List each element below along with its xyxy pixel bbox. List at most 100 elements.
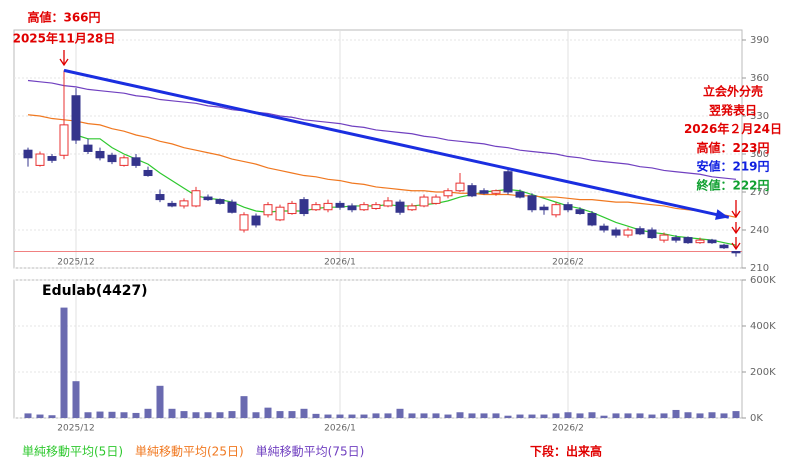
- x-tick-label: 2026/2: [552, 424, 584, 434]
- y-tick-label: 390: [750, 35, 769, 46]
- candle-body: [719, 244, 729, 249]
- candle-body: [227, 201, 237, 213]
- volume-bar: [288, 411, 296, 418]
- volume-bar: [84, 412, 92, 418]
- candle-body: [395, 201, 405, 213]
- volume-bar: [648, 414, 656, 418]
- x-tick-label: 2026/1: [324, 258, 356, 268]
- volume-bar: [624, 413, 632, 418]
- candle-body: [239, 214, 249, 231]
- candle-body: [479, 190, 489, 194]
- annotation-arrow: [731, 222, 741, 235]
- volume-bar: [660, 413, 668, 418]
- annotation: 2026年２月24日: [684, 121, 782, 136]
- volume-bar: [276, 411, 284, 418]
- candle-body: [491, 190, 501, 194]
- volume-bar: [696, 413, 704, 418]
- volume-bar: [156, 385, 164, 418]
- volume-bar: [516, 414, 524, 418]
- candle-body: [323, 202, 333, 211]
- candle-body: [203, 196, 213, 201]
- annotation: 高値：223円: [696, 140, 769, 155]
- volume-bar: [504, 415, 512, 418]
- candle-body: [659, 234, 669, 241]
- volume-bar: [408, 413, 416, 418]
- candle-body: [95, 150, 105, 159]
- volume-bar: [240, 396, 248, 418]
- volume-bar: [492, 413, 500, 418]
- annotation-arrow: [731, 237, 741, 251]
- candle-body: [347, 205, 357, 211]
- volume-bar: [336, 414, 344, 418]
- candle-body: [251, 215, 261, 226]
- volume-bar: [588, 412, 596, 418]
- candle-body: [299, 199, 309, 215]
- candle-body: [155, 194, 165, 201]
- candle-body: [131, 157, 141, 166]
- volume-bar: [312, 413, 320, 418]
- stock-name: Edulab(4427): [42, 283, 148, 299]
- candle-body: [623, 229, 633, 236]
- volume-bar: [396, 408, 404, 418]
- candle-body: [503, 171, 513, 193]
- legend-entry: 単純移動平均(25日): [135, 445, 244, 459]
- volume-bar: [216, 412, 224, 418]
- annotation: 翌発表日: [709, 102, 757, 117]
- candle-body: [683, 237, 693, 244]
- volume-bar: [204, 412, 212, 418]
- volume-bar: [552, 413, 560, 418]
- volume-bar: [60, 307, 68, 418]
- candle-body: [671, 237, 681, 241]
- candle-body: [35, 153, 45, 166]
- y-tick-label: 0K: [750, 413, 763, 424]
- candle-body: [527, 195, 537, 211]
- annotation-arrow: [731, 200, 741, 219]
- candle-body: [443, 190, 453, 197]
- y-tick-label: 240: [750, 225, 769, 236]
- candle-body: [599, 225, 609, 231]
- volume-panel: [13, 279, 743, 419]
- candle-body: [707, 239, 717, 244]
- volume-bar: [528, 414, 536, 418]
- volume-bar: [360, 414, 368, 418]
- volume-bar: [564, 412, 572, 418]
- volume-bar: [180, 411, 188, 418]
- candle-body: [275, 206, 285, 221]
- annotation: 2025年11月28日: [13, 31, 116, 46]
- candle-body: [551, 204, 561, 216]
- volume-bar: [36, 414, 44, 418]
- candle-body: [563, 204, 573, 211]
- candle-body: [119, 157, 129, 166]
- moving-average: [27, 79, 737, 180]
- volume-bar: [420, 413, 428, 418]
- annotation: 高値：366円: [27, 10, 100, 25]
- candle-body: [419, 196, 429, 207]
- volume-bar: [636, 413, 644, 418]
- volume-bar: [432, 413, 440, 418]
- volume-bar: [384, 413, 392, 418]
- volume-bar: [372, 413, 380, 418]
- candle-body: [695, 239, 705, 244]
- candle-body: [515, 191, 525, 198]
- candle-body: [731, 251, 741, 254]
- y-tick-label: 330: [750, 111, 769, 122]
- volume-bar: [264, 407, 272, 418]
- y-tick-label: 400K: [750, 321, 776, 332]
- candle-body: [23, 149, 33, 159]
- candle-body: [431, 196, 441, 204]
- candle-body: [263, 204, 273, 216]
- volume-bar: [168, 408, 176, 418]
- candle-body: [47, 156, 57, 161]
- candle-body: [287, 202, 297, 215]
- volume-bar: [192, 412, 200, 418]
- trendline: [63, 68, 730, 219]
- volume-bar: [708, 412, 716, 418]
- volume-bar: [468, 413, 476, 418]
- candle-body: [611, 229, 621, 236]
- legend-entry: 単純移動平均(75日): [256, 445, 365, 459]
- candle-body: [587, 213, 597, 226]
- candle-body: [59, 124, 69, 156]
- volume-bar: [252, 412, 260, 418]
- volume-bar: [732, 411, 740, 418]
